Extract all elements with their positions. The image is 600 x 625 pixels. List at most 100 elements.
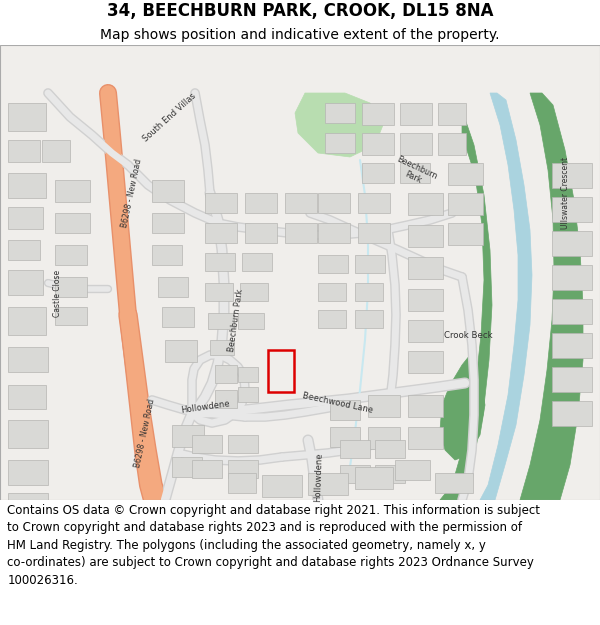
Bar	[325, 133, 355, 153]
Text: B6298 - New Road: B6298 - New Road	[133, 398, 157, 468]
Bar	[448, 223, 483, 245]
Bar	[158, 277, 188, 297]
Bar	[552, 197, 592, 222]
Text: B6298 - New Road: B6298 - New Road	[121, 158, 143, 228]
Bar	[228, 460, 258, 478]
Text: Crook Beck: Crook Beck	[443, 331, 493, 339]
Bar	[228, 473, 256, 493]
Bar	[552, 367, 592, 392]
Bar	[55, 213, 90, 233]
Bar	[552, 401, 592, 426]
Polygon shape	[480, 93, 532, 500]
Bar	[408, 427, 443, 449]
Bar	[552, 333, 592, 358]
Text: Castle Close: Castle Close	[53, 269, 62, 316]
Bar	[408, 320, 443, 342]
Bar	[448, 163, 483, 185]
Polygon shape	[0, 45, 600, 500]
Bar	[408, 289, 443, 311]
Bar	[215, 365, 237, 383]
Bar	[8, 140, 40, 162]
Bar	[285, 193, 317, 213]
Bar	[268, 350, 294, 392]
Bar	[172, 457, 202, 477]
Text: Beechburn
Park: Beechburn Park	[391, 155, 439, 191]
Polygon shape	[440, 355, 485, 460]
Polygon shape	[520, 93, 583, 500]
Bar	[55, 307, 87, 325]
Bar	[8, 173, 46, 198]
Bar	[408, 193, 443, 215]
Bar	[355, 283, 383, 301]
Bar	[438, 133, 466, 155]
Bar	[552, 163, 592, 188]
Bar	[340, 440, 370, 458]
Bar	[205, 253, 235, 271]
Bar	[228, 435, 258, 453]
Bar	[215, 390, 237, 408]
Bar	[240, 283, 268, 301]
Bar	[395, 460, 430, 480]
Bar	[205, 223, 237, 243]
Bar	[208, 313, 234, 329]
Bar	[262, 475, 302, 497]
Bar	[330, 427, 360, 447]
Bar	[362, 133, 394, 155]
Bar	[400, 163, 430, 183]
Bar	[318, 310, 346, 328]
Bar	[400, 103, 432, 125]
Polygon shape	[295, 93, 385, 157]
Text: Beechburn Park: Beechburn Park	[227, 288, 245, 352]
Bar	[8, 270, 43, 295]
Bar	[408, 351, 443, 373]
Bar	[205, 193, 237, 213]
Text: 34, BEECHBURN PARK, CROOK, DL15 8NA: 34, BEECHBURN PARK, CROOK, DL15 8NA	[107, 2, 493, 20]
Bar	[368, 395, 400, 417]
Bar	[8, 347, 48, 372]
Bar	[8, 493, 48, 500]
Bar	[8, 207, 43, 229]
Polygon shape	[440, 110, 492, 500]
Bar	[552, 265, 592, 290]
Bar	[552, 299, 592, 324]
Bar	[8, 460, 48, 485]
Bar	[435, 473, 473, 493]
Text: South End Villas: South End Villas	[142, 91, 198, 143]
Bar	[8, 103, 46, 131]
Bar	[362, 103, 394, 125]
Bar	[400, 133, 432, 155]
Bar	[355, 467, 393, 489]
Bar	[192, 460, 222, 478]
Bar	[285, 223, 317, 243]
Text: Map shows position and indicative extent of the property.: Map shows position and indicative extent…	[100, 28, 500, 42]
Bar	[8, 240, 40, 260]
Bar	[340, 465, 370, 483]
Bar	[330, 400, 360, 420]
Text: Contains OS data © Crown copyright and database right 2021. This information is : Contains OS data © Crown copyright and d…	[7, 504, 540, 587]
Bar	[172, 425, 204, 447]
Bar	[375, 440, 405, 458]
Bar	[152, 213, 184, 233]
Bar	[308, 473, 348, 495]
Bar	[375, 465, 405, 483]
Bar	[355, 255, 385, 273]
Bar	[238, 367, 258, 382]
Bar	[8, 420, 48, 448]
Bar	[358, 223, 390, 243]
Bar	[205, 283, 233, 301]
Bar	[165, 340, 197, 362]
Bar	[238, 387, 258, 402]
Bar	[55, 277, 87, 297]
Text: Ullswater Crescent: Ullswater Crescent	[560, 157, 569, 229]
Bar	[192, 435, 222, 453]
Bar	[318, 283, 346, 301]
Bar	[358, 193, 390, 213]
Text: Beechwood Lane: Beechwood Lane	[302, 391, 374, 415]
Bar	[355, 310, 383, 328]
Bar	[242, 253, 272, 271]
Bar	[552, 231, 592, 256]
Bar	[318, 223, 350, 243]
Bar	[318, 255, 348, 273]
Bar	[408, 395, 443, 417]
Bar	[325, 103, 355, 123]
